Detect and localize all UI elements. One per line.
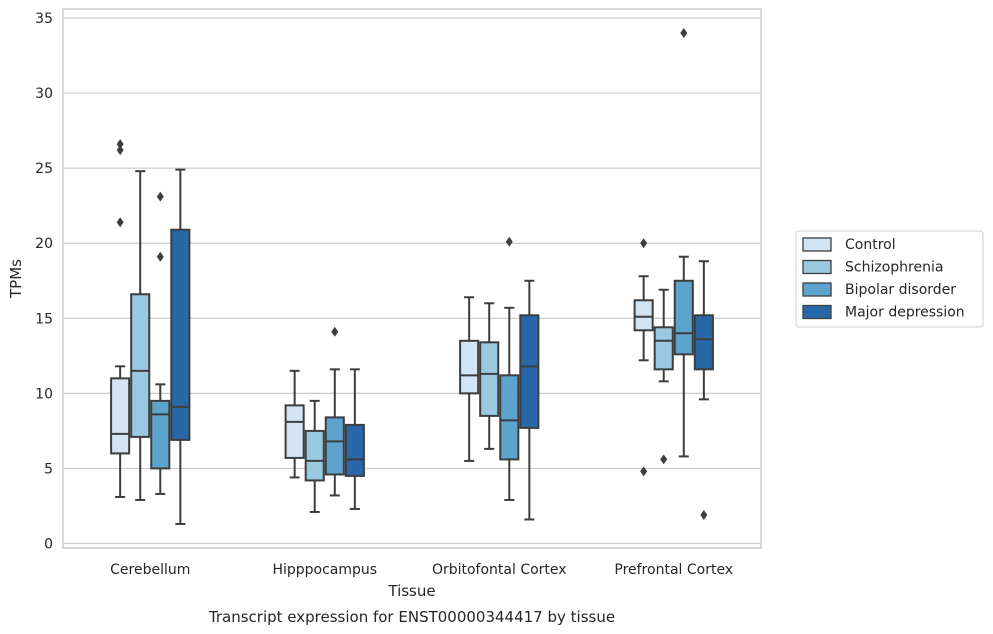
- box: [324, 416, 345, 476]
- plot-frame: [62, 8, 762, 549]
- box-group: [499, 236, 520, 501]
- box-group: [519, 279, 540, 521]
- box-group: [130, 170, 151, 501]
- box: [170, 228, 191, 441]
- legend-entry-label: Schizophrenia: [845, 260, 943, 276]
- y-tick-label: 20: [35, 236, 53, 252]
- box-group: [344, 368, 365, 510]
- legend-frame: [795, 230, 984, 328]
- outlier-point: [700, 509, 708, 520]
- outlier-point: [680, 28, 688, 39]
- outlier-point: [331, 326, 339, 337]
- legend-swatch: [802, 282, 832, 297]
- box-group: [284, 369, 305, 479]
- outlier-point: [640, 238, 648, 249]
- box: [344, 423, 365, 477]
- y-tick-label: 35: [35, 11, 53, 27]
- y-tick-label: 5: [44, 461, 53, 477]
- legend-swatch: [802, 237, 832, 252]
- x-tick-label: Hipppocampus: [272, 562, 377, 578]
- box-group: [324, 326, 345, 497]
- outlier-point: [156, 251, 164, 262]
- outlier-point: [505, 236, 513, 247]
- x-axis-ticks: Cerebellum Hipppocampus Orbitofontal Corte…: [110, 562, 733, 578]
- legend-swatch: [802, 304, 832, 320]
- box: [284, 404, 305, 459]
- y-axis-label: TPMs: [7, 259, 25, 299]
- box-group: [110, 139, 131, 498]
- box: [673, 279, 694, 356]
- box: [633, 299, 654, 332]
- y-tick-label: 0: [44, 536, 53, 552]
- box: [459, 339, 480, 395]
- y-tick-label: 15: [35, 311, 53, 327]
- box: [499, 374, 520, 461]
- outlier-point: [116, 145, 124, 156]
- legend-swatch: [802, 259, 832, 275]
- legend-entry-label: Major depression: [845, 305, 965, 321]
- x-tick-label: Orbitofontal Cortex: [432, 562, 567, 578]
- box-group: [459, 296, 480, 462]
- box: [519, 314, 540, 429]
- y-tick-label: 10: [35, 386, 53, 402]
- box-group: [479, 302, 500, 450]
- box-group: [304, 399, 325, 513]
- x-axis-label: Tissue: [387, 582, 435, 600]
- box: [479, 341, 500, 417]
- chart-caption: Transcript expression for ENST0000034441…: [208, 608, 615, 626]
- legend-entry-label: Bipolar disorder: [845, 282, 956, 298]
- box-group: [673, 28, 694, 458]
- box-group: [150, 191, 171, 495]
- outlier-point: [156, 191, 164, 202]
- box: [304, 429, 325, 482]
- box: [130, 293, 151, 438]
- outlier-point: [660, 454, 668, 465]
- box: [150, 399, 171, 470]
- y-tick-label: 30: [35, 86, 53, 102]
- legend: Control Schizophrenia Bipolar disorder Majo…: [795, 230, 984, 328]
- x-tick-label: Prefrontal Cortex: [614, 562, 733, 578]
- outlier-point: [116, 139, 124, 150]
- box-group: [633, 238, 654, 477]
- outlier-point: [640, 466, 648, 477]
- box: [110, 377, 131, 455]
- y-tick-label: 25: [35, 161, 53, 177]
- y-axis-ticks: 0 5 10 15 20 25 30 35: [35, 11, 53, 552]
- box-group: [170, 168, 191, 525]
- legend-entry-label: Control: [845, 237, 896, 253]
- box-groups: [110, 28, 714, 525]
- outlier-point: [116, 217, 124, 228]
- box-group: [693, 260, 714, 520]
- x-tick-label: Cerebellum: [110, 562, 190, 578]
- box: [693, 314, 714, 371]
- box-group: [653, 288, 674, 465]
- box: [653, 326, 674, 371]
